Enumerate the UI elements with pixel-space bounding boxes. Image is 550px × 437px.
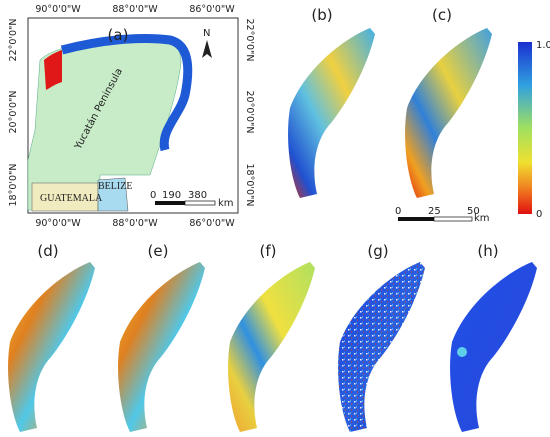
lat-label: 22°0'0"N: [244, 18, 255, 61]
lat-label: 18°0'0"N: [8, 163, 19, 206]
belize: [97, 177, 129, 212]
scale-label: 0: [150, 190, 156, 201]
country-label: GUATEMALA: [40, 193, 103, 204]
panel-label: (b): [311, 6, 332, 24]
lon-label: 88°0'0"W: [112, 218, 158, 229]
lon-label: 88°0'0"W: [112, 4, 158, 15]
scale-unit: km: [218, 198, 234, 209]
lat-label: 22°0'0"N: [8, 18, 19, 61]
north-arrow: [202, 40, 212, 58]
lon-label: 90°0'0"W: [35, 218, 81, 229]
lat-label: 20°0'0"N: [8, 90, 19, 133]
guatemala: [31, 182, 99, 212]
scale-unit: km: [474, 213, 490, 224]
study-area: [44, 50, 62, 90]
scale-label: 0: [395, 206, 401, 217]
scale-bar: [184, 200, 216, 206]
raster: [8, 262, 96, 432]
raster: [405, 28, 492, 198]
north-label: N: [203, 28, 210, 39]
colorbar-label: 0: [536, 209, 542, 220]
country-label: BELIZE: [98, 181, 132, 192]
panel-label: (e): [148, 242, 169, 260]
lon-label: 86°0'0"W: [189, 218, 235, 229]
map-panel: (a) Yucatán Peninsula GUATEMALA BELIZE N…: [8, 4, 255, 229]
lat-label: 18°0'0"N: [244, 163, 255, 206]
scale-label: 380: [188, 190, 207, 201]
raster: [288, 28, 375, 198]
raster: [118, 262, 205, 432]
lon-label: 86°0'0"W: [189, 4, 235, 15]
panel-label: (a): [108, 26, 129, 44]
raster: [228, 262, 315, 432]
panel-label: (g): [367, 242, 388, 260]
panel-label: (c): [432, 6, 452, 24]
raster: [450, 262, 537, 432]
scale-bar: [155, 201, 185, 205]
raster-noise: [338, 262, 425, 432]
scale-bar: [433, 216, 473, 222]
raster-patch: [457, 347, 467, 357]
colorbar: [518, 42, 532, 214]
lon-label: 90°0'0"W: [35, 4, 81, 15]
colorbar-label: 1.0: [536, 40, 550, 51]
scale-label: 190: [162, 190, 181, 201]
scale-bar: [398, 217, 434, 221]
panel-label: (d): [37, 242, 58, 260]
panel-label: (h): [477, 242, 498, 260]
coast-buffer: [60, 33, 193, 152]
panel-label: (f): [260, 242, 277, 260]
scale-label: 50: [467, 206, 480, 217]
lat-label: 20°0'0"N: [244, 90, 255, 133]
scale-label: 25: [428, 206, 441, 217]
